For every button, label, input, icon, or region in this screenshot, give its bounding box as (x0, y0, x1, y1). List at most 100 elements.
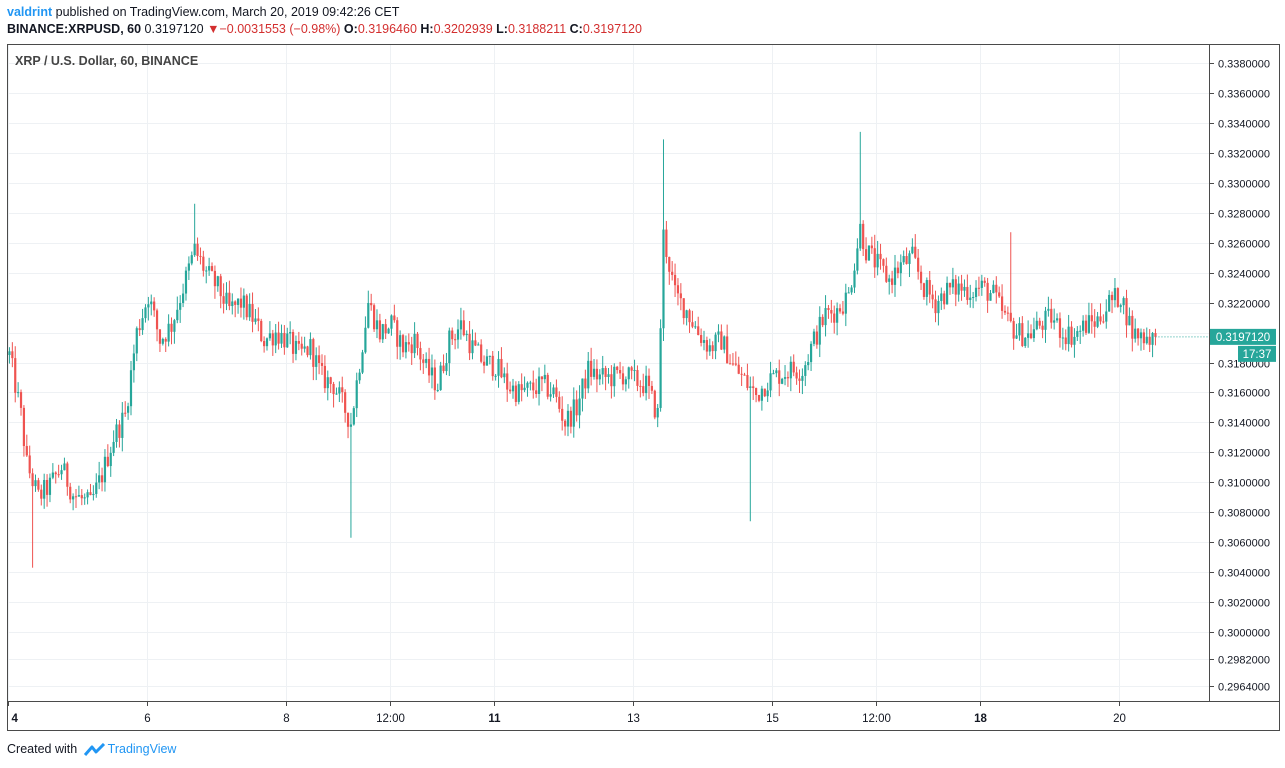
candle-body (465, 333, 468, 336)
candle-body (520, 384, 523, 391)
candle-body (355, 380, 358, 409)
price-axis[interactable]: 0.3380000 0.3360000 0.3340000 0.3320000 0.33… (1209, 59, 1270, 694)
candle-body (184, 270, 188, 294)
candle-body (818, 316, 821, 345)
candle-body (529, 382, 532, 384)
y-tick-label: 0.3340000 (1218, 119, 1270, 131)
candle-body (627, 367, 630, 380)
candle-body (1154, 333, 1157, 337)
candle-body (222, 296, 225, 304)
candle-body (45, 479, 49, 495)
candle-body (601, 368, 604, 375)
candle-body (934, 299, 937, 314)
candle-body (572, 399, 575, 427)
candle-body (740, 373, 743, 375)
candle-body (659, 328, 662, 408)
candle-body (876, 253, 879, 268)
candle-body (919, 271, 923, 284)
candle-body (630, 367, 633, 371)
x-tick-label: 20 (1113, 713, 1126, 725)
candle-body (624, 379, 627, 385)
tradingview-brand[interactable]: TradingView (107, 742, 177, 756)
candle-body (74, 496, 78, 498)
candle-body (286, 333, 289, 348)
candle-body (717, 331, 720, 335)
candle-body (514, 385, 517, 402)
candle-body (532, 382, 535, 391)
candle-body (1073, 336, 1076, 345)
candle-body (853, 270, 856, 288)
candle-body (494, 375, 497, 377)
candle-body (555, 387, 558, 397)
y-tick-label: 0.3240000 (1218, 269, 1270, 281)
candle-body (801, 375, 804, 381)
candle-body (645, 375, 648, 394)
candle-body (711, 345, 714, 352)
candle-body (1134, 328, 1137, 339)
candle-body (847, 292, 850, 294)
candle-body (1105, 311, 1108, 322)
candle-body (17, 392, 20, 394)
candle-body (401, 335, 405, 353)
candle-body (1006, 312, 1009, 314)
candle-body (844, 292, 847, 314)
low-label: L: (496, 22, 508, 36)
candle-body (190, 255, 193, 264)
candle-body (728, 363, 732, 365)
time-axis-frame (7, 701, 1280, 731)
author-name[interactable]: valdrint (7, 5, 53, 19)
price-chart[interactable]: 0.3380000 0.3360000 0.3340000 0.3320000 0.33… (0, 0, 1285, 740)
candle-body (668, 256, 671, 272)
x-tick-label: 13 (627, 713, 640, 725)
candle-body (375, 320, 379, 330)
candle-body (951, 279, 954, 288)
candle-body (399, 335, 402, 347)
candle-body (673, 274, 677, 286)
candle-body (945, 282, 949, 305)
candle-body (503, 373, 506, 378)
candle-body (248, 304, 251, 318)
candle-body (905, 256, 908, 264)
candle-body (43, 479, 46, 499)
candle-body (367, 302, 370, 328)
candle-body (1125, 298, 1128, 326)
x-tick-label: 12:00 (376, 713, 405, 725)
candle-body (95, 482, 98, 494)
candle-body (754, 388, 758, 396)
candle-body (563, 420, 567, 427)
candle-body (474, 340, 477, 346)
candle-body (836, 308, 839, 323)
countdown-label: 17:37 (1243, 349, 1272, 361)
candle-body (931, 294, 934, 300)
candle-body (506, 373, 509, 390)
candle-body (598, 374, 601, 380)
candle-body (491, 355, 494, 377)
candle-body (277, 332, 280, 344)
candle-body (566, 410, 570, 427)
candle-body (427, 358, 431, 376)
candle-body (795, 372, 798, 379)
candle-body (346, 412, 350, 427)
candle-body (106, 456, 109, 467)
candle-body (911, 246, 914, 254)
candle-body (341, 387, 344, 393)
candle-body (193, 243, 196, 256)
candle-body (590, 360, 593, 377)
candle-body (179, 302, 182, 310)
candle-body (135, 328, 138, 354)
candle-body (372, 305, 376, 330)
candle-body (11, 351, 14, 359)
candle-body (462, 320, 465, 336)
candle-body (1142, 332, 1145, 344)
candle-body (856, 248, 859, 271)
candle-body (263, 341, 266, 347)
candle-body (364, 327, 367, 353)
candle-body (1131, 315, 1134, 339)
candle-body (766, 390, 769, 397)
candle-body (885, 265, 888, 282)
candle-body (468, 333, 471, 354)
candle-body (147, 304, 150, 308)
candle-body (870, 245, 873, 249)
time-axis[interactable]: 4 6 8 12:00 11 13 15 12:00 18 20 (8, 701, 1126, 725)
candle-body (112, 441, 115, 453)
